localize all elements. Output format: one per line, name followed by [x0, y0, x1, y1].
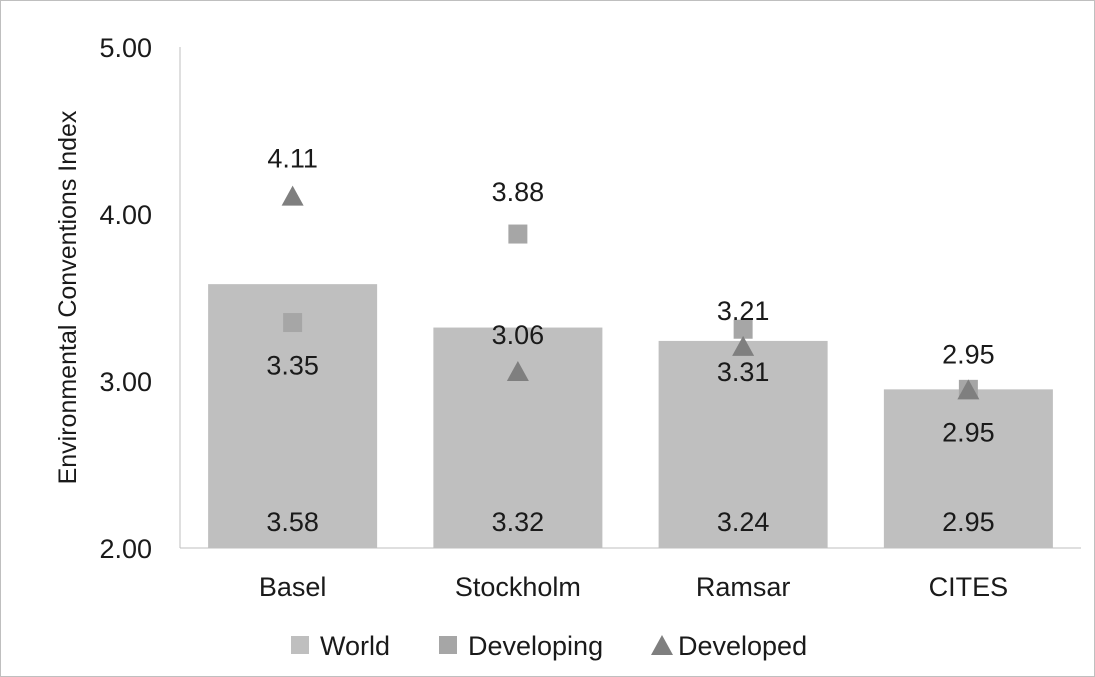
x-tick-label: Ramsar [696, 572, 791, 602]
marker-developed [506, 360, 529, 381]
data-label-developing: 2.95 [942, 417, 995, 447]
data-label-world: 2.95 [942, 507, 995, 537]
data-label-world: 3.24 [717, 507, 770, 537]
bar-world [883, 389, 1053, 548]
data-label-developed: 3.06 [492, 320, 545, 350]
legend-label-developing: Developing [468, 631, 603, 661]
data-label-developed: 2.95 [942, 339, 995, 369]
data-label-developing: 3.31 [717, 357, 770, 387]
y-tick-label: 3.00 [99, 367, 152, 397]
data-labels-layer: 3.58 3.32 3.24 2.95 3.35 3.88 3.31 2.95 4.11 3.06… [266, 144, 994, 537]
marker-developed [732, 335, 755, 356]
data-label-world: 3.32 [492, 507, 545, 537]
marker-developing [283, 313, 303, 333]
marker-developed [957, 379, 980, 400]
bar-world [658, 340, 828, 548]
marker-developed [281, 185, 304, 206]
y-tick-label: 5.00 [99, 33, 152, 63]
legend-label-developed: Developed [678, 631, 807, 661]
axes-layer: 2.00 3.00 4.00 5.00 Environmental Convention… [54, 33, 1081, 602]
legend-label-world: World [320, 631, 390, 661]
y-axis-title: Environmental Conventions Index [54, 110, 82, 484]
legend-marker-developing [439, 636, 457, 654]
legend-marker-world [291, 636, 309, 654]
data-label-developing: 3.88 [492, 177, 545, 207]
y-tick-label: 2.00 [99, 534, 152, 564]
x-tick-label: Basel [259, 572, 327, 602]
data-label-developing: 3.35 [266, 351, 319, 381]
data-label-developed: 3.21 [717, 296, 770, 326]
bars-layer [208, 284, 1053, 548]
legend-marker-developed [651, 635, 673, 655]
x-tick-label: Stockholm [455, 572, 581, 602]
marker-developing [508, 224, 528, 244]
x-tick-label: CITES [929, 572, 1009, 602]
data-label-world: 3.58 [266, 507, 319, 537]
markers-layer [281, 185, 980, 400]
marker-developing [733, 319, 753, 339]
y-tick-label: 4.00 [99, 200, 152, 230]
data-label-developed: 4.11 [267, 144, 318, 174]
legend: World Developing Developed [291, 631, 807, 661]
